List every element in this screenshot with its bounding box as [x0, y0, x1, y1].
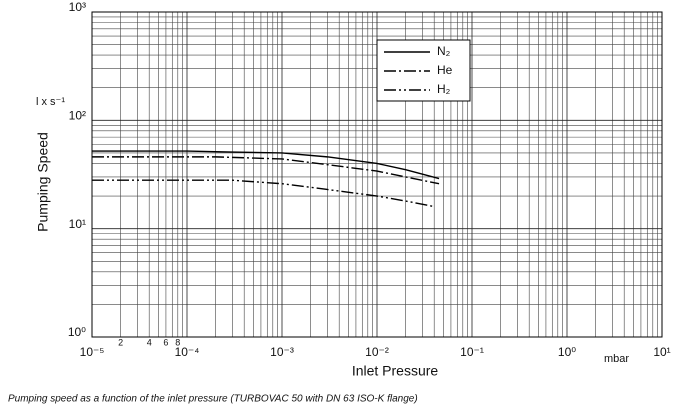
x-tick-label: 10⁻⁵: [80, 345, 105, 359]
series-line: [92, 156, 440, 185]
y-tick-label: 10²: [69, 109, 86, 123]
series-line: [92, 150, 440, 180]
x-minor-label: 8: [175, 337, 180, 347]
y-tick-label: 10¹: [69, 217, 86, 231]
x-tick-label: 10⁰: [558, 345, 576, 359]
x-minor-label: 4: [147, 337, 152, 347]
legend-label: N₂: [437, 44, 451, 58]
plot-frame: [91, 11, 663, 338]
x-tick-label: 10¹: [653, 345, 670, 359]
y-tick-label: 10⁰: [68, 325, 86, 339]
x-tick-label: 10⁻¹: [460, 345, 484, 359]
y-tick-label: 10³: [69, 0, 86, 14]
x-tick-label: 10⁻²: [365, 345, 389, 359]
x-minor-label: 6: [163, 337, 168, 347]
y-axis-label: Pumping Speed: [35, 132, 51, 232]
caption: Pumping speed as a function of the inlet…: [8, 394, 418, 405]
x-tick-label: 10⁻³: [270, 345, 294, 359]
y-unit: l x s⁻¹: [36, 96, 65, 108]
x-minor-label: 2: [118, 337, 123, 347]
legend-label: H₂: [437, 82, 451, 96]
x-unit: mbar: [604, 353, 629, 365]
x-tick-label: 10⁻⁴: [175, 345, 200, 359]
x-axis-label: Inlet Pressure: [352, 363, 439, 379]
series-line: [92, 179, 435, 208]
legend-label: He: [437, 63, 453, 77]
